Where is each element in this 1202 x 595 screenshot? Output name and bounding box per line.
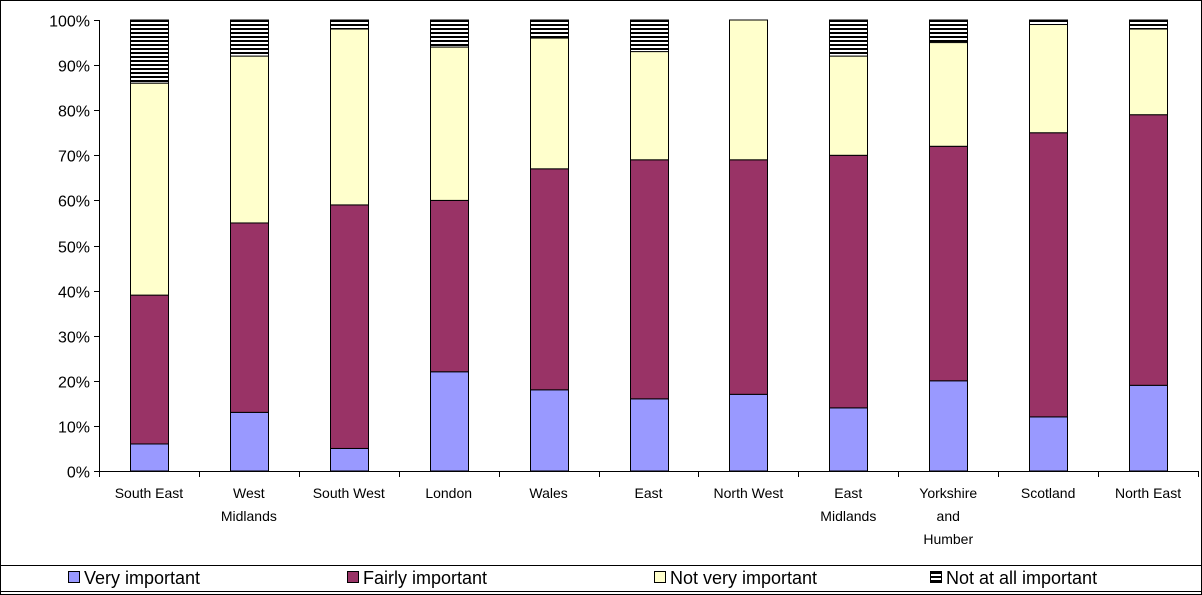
bar-segment-not-at-all-important xyxy=(1029,19,1068,26)
legend-label: Fairly important xyxy=(363,568,487,588)
y-tick-label: 80% xyxy=(58,104,90,121)
bar-segment-not-very-important xyxy=(929,42,968,147)
y-tick-label: 20% xyxy=(58,375,90,392)
bar-segment-not-very-important xyxy=(530,37,569,170)
bar-segment-fairly-important xyxy=(829,154,868,409)
x-category-label: South East xyxy=(115,485,184,501)
bar-segment-not-at-all-important xyxy=(330,19,369,30)
bar-segment-not-very-important xyxy=(130,82,169,296)
y-tick-label: 40% xyxy=(58,285,90,302)
legend: Very important Fairly important Not very i… xyxy=(68,568,1097,588)
y-tick-label: 10% xyxy=(58,420,90,437)
y-tick-label: 30% xyxy=(58,330,90,347)
x-category-label: Wales xyxy=(529,485,567,501)
x-category-label: London xyxy=(425,485,472,501)
bar-segment-not-very-important xyxy=(829,55,868,156)
legend-swatch xyxy=(930,571,942,583)
bar-segment-not-at-all-important xyxy=(630,19,669,53)
bar-segment-not-very-important xyxy=(330,28,369,206)
legend-label: Not at all important xyxy=(946,568,1097,588)
y-tick-label: 100% xyxy=(49,14,90,31)
bar-segment-fairly-important xyxy=(430,199,469,373)
x-category-label: East xyxy=(634,485,662,501)
bar-segment-not-very-important xyxy=(430,46,469,201)
bar-segment-very-important xyxy=(729,393,768,472)
y-tick-label: 0% xyxy=(67,465,90,482)
y-tick-label: 50% xyxy=(58,240,90,257)
bar-segment-very-important xyxy=(430,371,469,472)
bar-segment-fairly-important xyxy=(330,204,369,449)
legend-label: Very important xyxy=(84,568,200,588)
bar-segment-not-at-all-important xyxy=(829,19,868,57)
bar-segment-not-at-all-important xyxy=(430,19,469,48)
y-tick-label: 70% xyxy=(58,149,90,166)
bar-segment-fairly-important xyxy=(1129,114,1168,386)
y-tick-label: 90% xyxy=(58,59,90,76)
bar-segment-not-at-all-important xyxy=(1129,19,1168,30)
x-category-label: West Midlands xyxy=(221,485,277,524)
bar-segment-very-important xyxy=(530,389,569,472)
x-category-label: South West xyxy=(313,485,385,501)
bar-segment-not-at-all-important xyxy=(530,19,569,39)
x-category-label: Scotland xyxy=(1021,485,1075,501)
x-category-label: North West xyxy=(714,485,784,501)
bar-segment-not-very-important xyxy=(630,51,669,161)
bar-segment-very-important xyxy=(630,398,669,472)
bar-segment-fairly-important xyxy=(230,222,269,413)
bar-segment-not-very-important xyxy=(729,19,768,161)
x-category-label: Yorkshire and Humber xyxy=(919,485,977,547)
legend-swatch xyxy=(68,571,80,583)
bar-segment-not-at-all-important xyxy=(130,19,169,84)
bar-segment-fairly-important xyxy=(630,159,669,400)
bar-segment-very-important xyxy=(929,380,968,472)
bar-segment-very-important xyxy=(1129,384,1168,472)
bar-segment-fairly-important xyxy=(130,294,169,445)
x-category-label: East Midlands xyxy=(820,485,876,524)
bar-segment-not-very-important xyxy=(1029,24,1068,134)
plot-area: 0% 10% 20% 30% 40% 50% 60% 70% 80% 90% 100% South E… xyxy=(49,14,1199,547)
bar-segment-fairly-important xyxy=(929,145,968,382)
bar-segment-very-important xyxy=(1029,416,1068,472)
bar-segment-very-important xyxy=(230,411,269,472)
bar-segment-very-important xyxy=(130,443,169,472)
bar-segment-not-at-all-important xyxy=(929,19,968,44)
legend-swatch xyxy=(347,571,359,583)
bar-segment-very-important xyxy=(330,447,369,472)
y-tick-label: 60% xyxy=(58,194,90,211)
bar-segment-fairly-important xyxy=(729,159,768,395)
bar-segment-fairly-important xyxy=(530,168,569,391)
legend-label: Not very important xyxy=(670,568,817,588)
x-category-label: North East xyxy=(1115,485,1181,501)
bar-segment-not-at-all-important xyxy=(230,19,269,57)
bar-segment-not-very-important xyxy=(230,55,269,224)
legend-swatch xyxy=(654,571,666,583)
bar-segment-very-important xyxy=(829,407,868,472)
bar-segment-not-very-important xyxy=(1129,28,1168,116)
bar-segment-fairly-important xyxy=(1029,132,1068,418)
